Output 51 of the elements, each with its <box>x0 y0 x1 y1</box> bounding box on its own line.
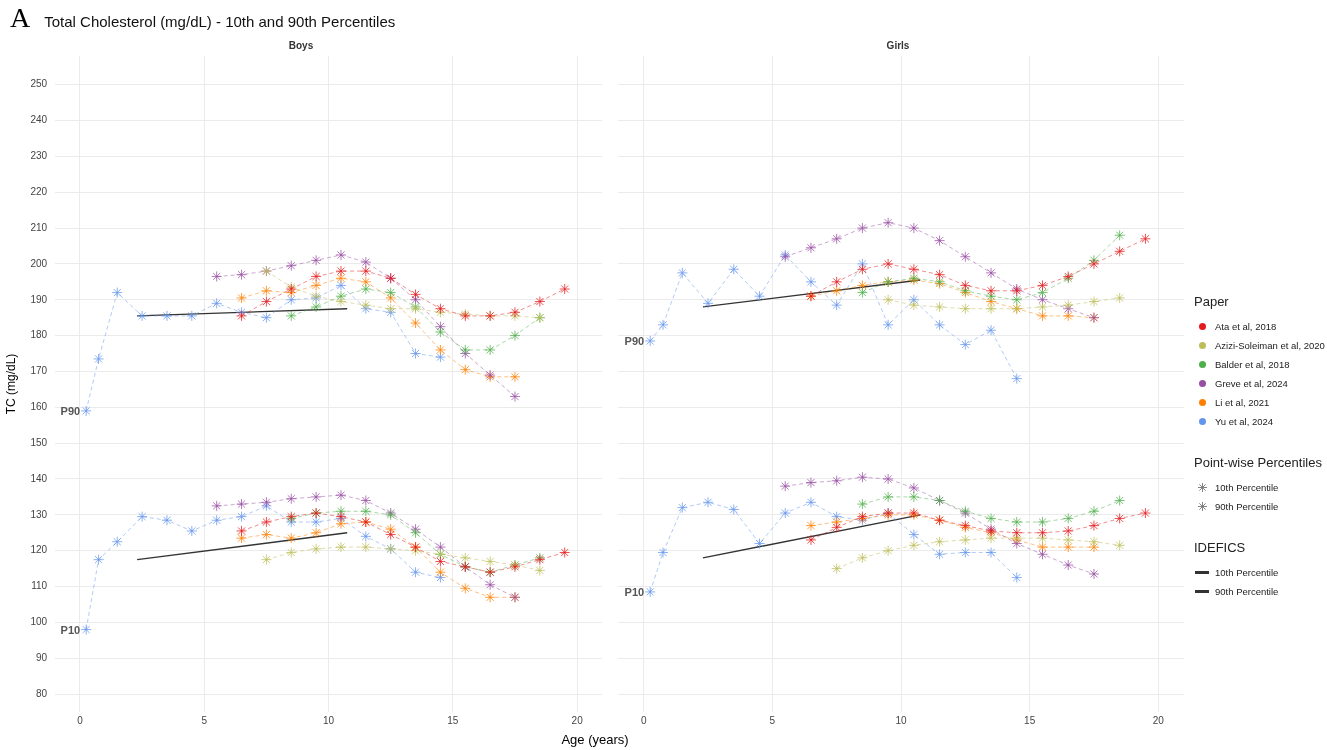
x-tick-label: 10 <box>322 714 335 726</box>
y-tick-label: 140 <box>30 472 48 484</box>
legend-label: 10th Percentile <box>1215 567 1279 578</box>
annotation: P90 <box>60 404 81 417</box>
text: A <box>10 2 31 34</box>
y-tick-label: 230 <box>30 150 48 162</box>
chart-subtitle: Girls <box>886 39 910 51</box>
y-tick-label: 100 <box>30 616 48 628</box>
legend-label: Greve et al, 2024 <box>1215 378 1288 389</box>
y-tick-label: 120 <box>30 544 48 556</box>
x-tick-label: 0 <box>640 714 647 726</box>
legend-label: Li et al, 2021 <box>1215 397 1270 408</box>
y-tick-label: 200 <box>30 257 48 269</box>
x-tick-label: 5 <box>769 714 776 726</box>
annotation: P10 <box>60 623 81 636</box>
x-tick-label: 20 <box>1152 714 1165 726</box>
legend-label: Yu et al, 2024 <box>1215 416 1274 427</box>
chart-subtitle: Boys <box>288 39 314 51</box>
legend-title: Paper <box>1194 294 1230 309</box>
y-tick-label: 130 <box>30 508 48 520</box>
y-tick-label: 160 <box>30 401 48 413</box>
y-tick-label: 90 <box>35 651 48 663</box>
x-tick-label: 0 <box>77 714 84 726</box>
y-tick-label: 220 <box>30 185 48 197</box>
x-tick-label: 15 <box>447 714 459 726</box>
y-tick-label: 170 <box>30 365 48 377</box>
x-tick-label: 15 <box>1024 714 1036 726</box>
x-tick-label: 5 <box>201 714 208 726</box>
y-tick-label: 190 <box>30 293 48 305</box>
legend-label: Azizi-Soleiman et al, 2020 <box>1215 340 1325 351</box>
x-tick-label: 10 <box>895 714 907 726</box>
y-tick-label: 110 <box>31 580 48 592</box>
text: IDEFICS <box>1194 540 1247 555</box>
text: Point-wise Percentiles <box>1194 455 1323 470</box>
legend-label: Ata et al, 2018 <box>1215 321 1277 332</box>
legend-label: 90th Percentile <box>1215 586 1279 597</box>
y-tick-label: 180 <box>30 329 48 341</box>
y-tick-label: 240 <box>30 114 48 126</box>
chart-title: Total Cholesterol (mg/dL) - 10th and 90th Percentiles <box>44 13 396 30</box>
y-axis-title: TC (mg/dL) <box>3 353 18 415</box>
legend-label: Balder et al, 2018 <box>1215 359 1290 370</box>
y-tick-label: 250 <box>30 78 48 90</box>
x-tick-label: 20 <box>571 714 584 726</box>
text: 10th Percentile <box>1215 482 1279 493</box>
y-tick-label: 210 <box>30 221 48 233</box>
x-axis-title: Age (years) <box>560 732 630 747</box>
annotation: P10 <box>624 585 645 598</box>
y-tick-label: 150 <box>30 436 48 448</box>
text: 90th Percentile <box>1215 501 1279 512</box>
y-tick-label: 80 <box>35 687 48 699</box>
annotation: P90 <box>624 334 645 347</box>
